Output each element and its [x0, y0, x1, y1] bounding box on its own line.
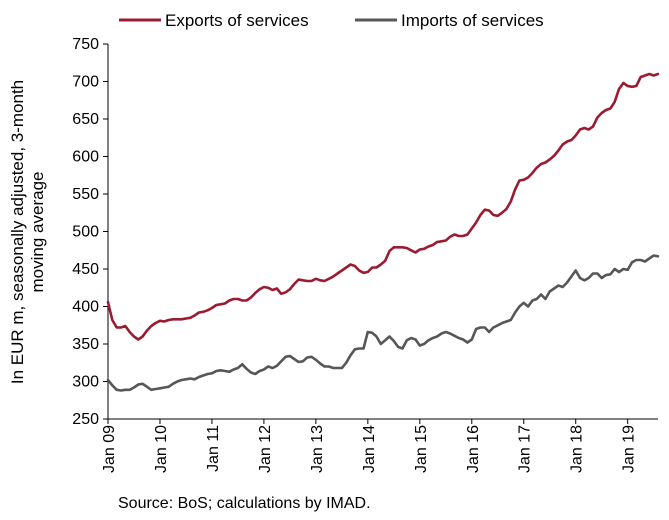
series-layer [106, 72, 660, 392]
x-tick-label: Jan 15 [413, 425, 430, 473]
x-tick-label: Jan 18 [569, 425, 586, 473]
x-tick-label: Jan 16 [465, 425, 482, 473]
y-tick-label: 450 [72, 261, 99, 278]
x-tick-label: Jan 19 [621, 425, 638, 473]
imports-of-services-line [106, 254, 660, 392]
x-tick-label: Jan 09 [101, 425, 118, 473]
y-axis-title-line-1: In EUR m, seasonally adjusted, 3-month [8, 80, 27, 384]
x-tick-label: Jan 14 [361, 425, 378, 473]
source-note: Source: BoS; calculations by IMAD. [118, 495, 371, 512]
legend-label-imports: Imports of services [401, 11, 544, 30]
legend-label-exports: Exports of services [165, 11, 309, 30]
y-tick-label: 400 [72, 299, 99, 316]
x-tick-label: Jan 10 [153, 425, 170, 473]
x-tick-label: Jan 12 [257, 425, 274, 473]
x-axis: Jan 09 Jan 10 Jan 11 Jan 12 Jan 13 Jan 14 Jan … [101, 418, 658, 473]
y-tick-label: 500 [72, 224, 99, 241]
x-tick-label: Jan 17 [517, 425, 534, 473]
y-tick-label: 600 [72, 149, 99, 166]
y-tick-label: 250 [72, 411, 99, 428]
y-axis-title-line-2: moving average [28, 172, 47, 293]
legend: Exports of services Imports of services [119, 11, 544, 30]
y-axis: 250 300 350 400 450 500 550 600 650 700 750 [72, 36, 109, 428]
y-tick-label: 550 [72, 186, 99, 203]
x-tick-label: Jan 13 [309, 425, 326, 473]
y-tick-label: 650 [72, 111, 99, 128]
y-tick-label: 350 [72, 336, 99, 353]
exports-of-services-line [106, 72, 660, 341]
x-tick-label: Jan 11 [205, 425, 222, 472]
y-tick-label: 750 [72, 36, 99, 53]
y-tick-label: 700 [72, 74, 99, 91]
y-tick-label: 300 [72, 374, 99, 391]
